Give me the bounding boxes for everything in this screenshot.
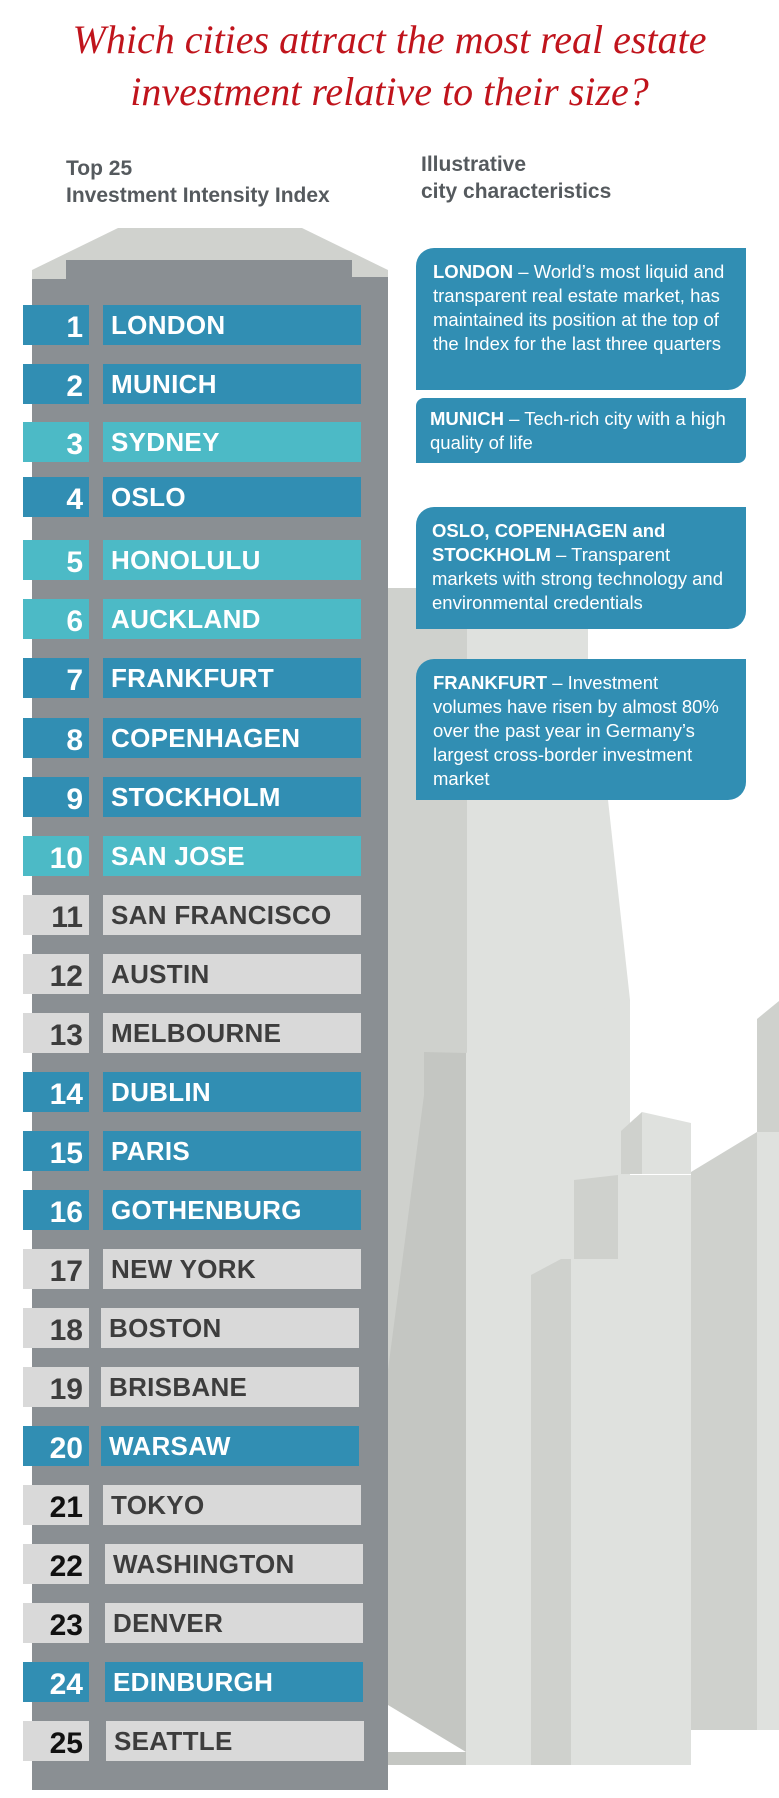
city-name: COPENHAGEN: [103, 718, 361, 758]
rank-number: 8: [23, 718, 89, 758]
city-name: EDINBURGH: [105, 1662, 363, 1702]
characteristics-header-line-2: city characteristics: [421, 180, 612, 203]
city-name: SEATTLE: [106, 1721, 364, 1761]
rank-number: 1: [23, 305, 89, 345]
rank-number: 15: [23, 1131, 89, 1171]
rank-number: 25: [23, 1721, 89, 1761]
ranking-row: 18 BOSTON: [0, 1308, 400, 1348]
characteristics-header: Illustrative city characteristics: [421, 151, 611, 205]
callout-munich-text: – Tech-rich city with a high quality of …: [430, 408, 726, 453]
rank-number: 11: [23, 895, 89, 935]
city-name: MUNICH: [103, 364, 361, 404]
rank-number: 5: [23, 540, 89, 580]
city-name: MELBOURNE: [103, 1013, 361, 1053]
rank-number: 3: [23, 422, 89, 462]
ranking-row: 4 OSLO: [0, 477, 400, 517]
city-name: TOKYO: [103, 1485, 361, 1525]
ranking-row: 6 AUCKLAND: [0, 599, 400, 639]
rank-number: 12: [23, 954, 89, 994]
rank-number: 24: [23, 1662, 89, 1702]
rank-number: 13: [23, 1013, 89, 1053]
rank-number: 20: [23, 1426, 89, 1466]
ranking-row: 5 HONOLULU: [0, 540, 400, 580]
rank-number: 21: [23, 1485, 89, 1525]
ranking-row: 15 PARIS: [0, 1131, 400, 1171]
city-name: GOTHENBURG: [103, 1190, 361, 1230]
ranking-row: 9 STOCKHOLM: [0, 777, 400, 817]
callout-london: LONDON – World’s most liquid and transpa…: [416, 248, 746, 390]
ranking-row: 23 DENVER: [0, 1603, 400, 1643]
city-name: PARIS: [103, 1131, 361, 1171]
city-name: NEW YORK: [103, 1249, 361, 1289]
ranking-row: 13 MELBOURNE: [0, 1013, 400, 1053]
ranking-row: 7 FRANKFURT: [0, 658, 400, 698]
ranking-row: 22 WASHINGTON: [0, 1544, 400, 1584]
ranking-row: 1 LONDON: [0, 305, 400, 345]
city-name: WASHINGTON: [105, 1544, 363, 1584]
callout-nordics: OSLO, COPENHAGEN and STOCKHOLM – Transpa…: [416, 507, 746, 629]
ranking-row: 8 COPENHAGEN: [0, 718, 400, 758]
callout-frankfurt-text: – Investment volumes have risen by almos…: [433, 672, 719, 789]
city-name: STOCKHOLM: [103, 777, 361, 817]
rank-number: 19: [23, 1367, 89, 1407]
characteristics-header-line-1: Illustrative: [421, 153, 527, 176]
title-line-1: Which cities attract the most real estat…: [72, 17, 707, 62]
title-line-2: investment relative to their size?: [130, 69, 649, 114]
callout-frankfurt-city: FRANKFURT: [433, 672, 548, 693]
rank-number: 16: [23, 1190, 89, 1230]
city-name: BOSTON: [101, 1308, 359, 1348]
rank-number: 2: [23, 364, 89, 404]
rank-number: 4: [23, 477, 89, 517]
callout-munich: MUNICH – Tech-rich city with a high qual…: [416, 398, 746, 463]
ranking-row: 3 SYDNEY: [0, 422, 400, 462]
city-name: AUCKLAND: [103, 599, 361, 639]
callout-london-city: LONDON: [433, 261, 514, 282]
rank-number: 17: [23, 1249, 89, 1289]
city-name: BRISBANE: [101, 1367, 359, 1407]
rank-number: 10: [23, 836, 89, 876]
ranking-row: 24 EDINBURGH: [0, 1662, 400, 1702]
city-name: FRANKFURT: [103, 658, 361, 698]
city-name: LONDON: [103, 305, 361, 345]
callout-munich-city: MUNICH: [430, 408, 504, 429]
city-name: WARSAW: [101, 1426, 359, 1466]
city-name: AUSTIN: [103, 954, 361, 994]
callout-london-text: – World’s most liquid and transparent re…: [433, 261, 725, 354]
page-title: Which cities attract the most real estat…: [0, 14, 779, 118]
ranking-row: 11 SAN FRANCISCO: [0, 895, 400, 935]
rank-number: 7: [23, 658, 89, 698]
ranking-row: 21 TOKYO: [0, 1485, 400, 1525]
callout-nordics-cities: OSLO, COPENHAGEN and STOCKHOLM: [432, 520, 666, 565]
callout-frankfurt: FRANKFURT – Investment volumes have rise…: [416, 659, 746, 800]
ranking-row: 12 AUSTIN: [0, 954, 400, 994]
ranking-row: 25 SEATTLE: [0, 1721, 400, 1761]
city-name: OSLO: [103, 477, 361, 517]
ranking-row: 2 MUNICH: [0, 364, 400, 404]
city-name: SYDNEY: [103, 422, 361, 462]
city-name: DENVER: [105, 1603, 363, 1643]
rank-number: 18: [23, 1308, 89, 1348]
city-name: SAN FRANCISCO: [103, 895, 361, 935]
ranking-header-line-2: Investment Intensity Index: [66, 184, 330, 207]
rank-number: 22: [23, 1544, 89, 1584]
ranking-row: 14 DUBLIN: [0, 1072, 400, 1112]
ranking-row: 16 GOTHENBURG: [0, 1190, 400, 1230]
city-name: SAN JOSE: [103, 836, 361, 876]
rank-number: 9: [23, 777, 89, 817]
callout-nordics-text: – Transparent markets with strong techno…: [432, 544, 724, 613]
ranking-row: 20 WARSAW: [0, 1426, 400, 1466]
rank-number: 23: [23, 1603, 89, 1643]
city-name: DUBLIN: [103, 1072, 361, 1112]
ranking-row: 19 BRISBANE: [0, 1367, 400, 1407]
rank-number: 14: [23, 1072, 89, 1112]
ranking-header: Top 25 Investment Intensity Index: [66, 155, 330, 209]
ranking-row: 10 SAN JOSE: [0, 836, 400, 876]
ranking-header-line-1: Top 25: [66, 157, 133, 180]
ranking-row: 17 NEW YORK: [0, 1249, 400, 1289]
city-name: HONOLULU: [103, 540, 361, 580]
rank-number: 6: [23, 599, 89, 639]
